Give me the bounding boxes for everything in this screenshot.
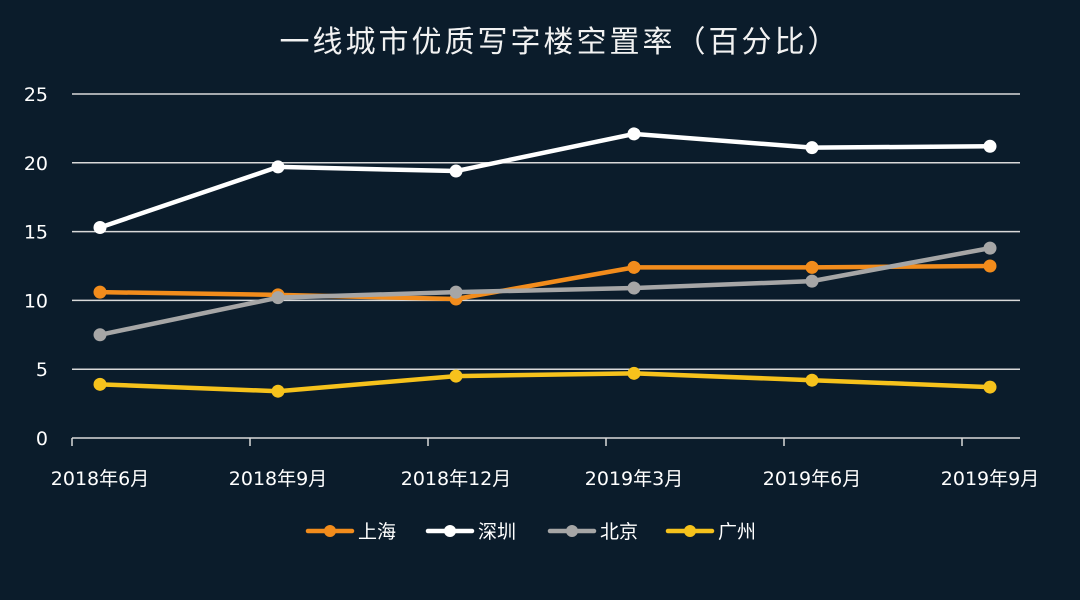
data-point[interactable] [271, 291, 285, 305]
data-point[interactable] [449, 369, 463, 383]
data-point[interactable] [805, 260, 819, 274]
data-point[interactable] [271, 160, 285, 174]
legend-swatch-marker [566, 525, 578, 537]
chart-title: 一线城市优质写字楼空置率（百分比） [280, 25, 841, 60]
series-3 [93, 366, 997, 398]
data-point[interactable] [271, 384, 285, 398]
series-line [97, 245, 993, 338]
x-tick-label: 2019年3月 [585, 468, 683, 490]
data-point[interactable] [627, 127, 641, 141]
data-point[interactable] [93, 285, 107, 299]
y-tick-label: 5 [36, 359, 48, 381]
data-point[interactable] [93, 328, 107, 342]
legend-label: 深圳 [478, 521, 516, 543]
data-point[interactable] [983, 380, 997, 394]
data-point[interactable] [449, 285, 463, 299]
data-point[interactable] [983, 139, 997, 153]
x-tick-label: 2018年6月 [51, 468, 149, 490]
gridlines [72, 93, 1020, 370]
y-tick-label: 0 [36, 428, 48, 450]
series-lines [93, 127, 997, 398]
y-tick-label: 20 [24, 153, 48, 175]
data-point[interactable] [805, 274, 819, 288]
y-tick-label: 25 [24, 84, 48, 106]
axes: 0 5 10 15 20 25 2018年6月 2018年9月 2018年12月 2019年3月 2… [24, 84, 1039, 490]
data-point[interactable] [627, 260, 641, 274]
series-2 [93, 241, 997, 342]
legend-swatch-marker [684, 525, 696, 537]
series-0 [93, 259, 997, 306]
legend-label: 上海 [358, 521, 396, 543]
legend-item[interactable]: 深圳 [425, 521, 516, 543]
data-point[interactable] [627, 366, 641, 380]
x-tick-label: 2019年9月 [941, 468, 1039, 490]
x-tick-label: 2018年9月 [229, 468, 327, 490]
data-point[interactable] [93, 220, 107, 234]
legend-label: 北京 [600, 521, 638, 543]
legend-swatch-marker [324, 525, 336, 537]
data-point[interactable] [627, 281, 641, 295]
series-line [97, 263, 993, 302]
legend: 上海 深圳 北京 广州 [305, 521, 756, 543]
data-point[interactable] [805, 373, 819, 387]
series-line [97, 371, 993, 394]
legend-item[interactable]: 上海 [305, 521, 396, 543]
data-point[interactable] [805, 141, 819, 155]
y-tick-label: 15 [24, 222, 48, 244]
x-tick-label: 2019年6月 [763, 468, 861, 490]
x-tick-label: 2018年12月 [401, 468, 512, 490]
legend-label: 广州 [718, 521, 756, 543]
data-point[interactable] [449, 164, 463, 178]
series-1 [93, 127, 997, 234]
data-point[interactable] [93, 377, 107, 391]
y-tick-label: 10 [24, 290, 48, 312]
legend-item[interactable]: 广州 [665, 521, 756, 543]
series-line [97, 131, 993, 230]
legend-item[interactable]: 北京 [547, 521, 638, 543]
data-point[interactable] [983, 259, 997, 273]
data-point[interactable] [983, 241, 997, 255]
legend-swatch-marker [444, 525, 456, 537]
